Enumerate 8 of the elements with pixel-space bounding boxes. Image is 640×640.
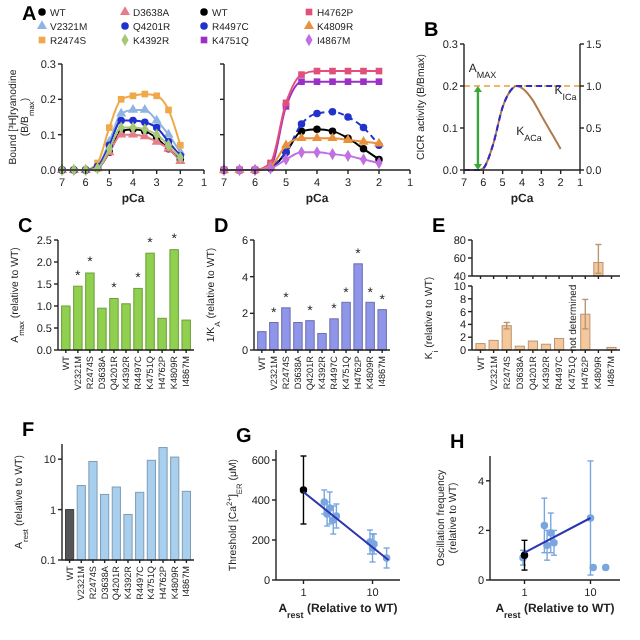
chart-title: B <box>424 20 439 42</box>
chart-title: G <box>236 426 252 448</box>
chart-title: A <box>22 4 37 26</box>
chart-title: C <box>18 216 33 238</box>
chart-title: E <box>432 216 446 238</box>
chart-title: H <box>450 432 465 454</box>
chart-title: F <box>22 420 35 442</box>
chart-title: D <box>214 216 229 238</box>
